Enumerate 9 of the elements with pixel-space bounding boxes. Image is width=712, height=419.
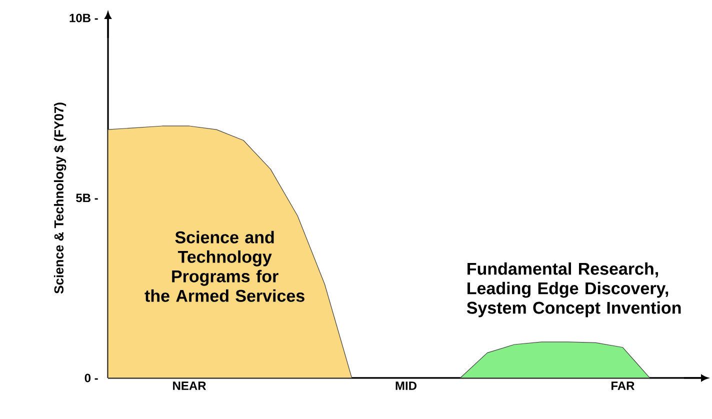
y-tick-label: 0 - [84,374,98,382]
x-tick-label: NEAR [173,382,206,390]
y-tick-label: 5B - [76,194,98,202]
x-tick-label: FAR [612,382,634,390]
y-tick-label: 10B - [70,14,98,22]
annotation: Fundamental Research, Leading Edge Discovery, System Concept Invention [466,262,681,318]
y-axis-title: Science & Technology $ (FY07) [54,102,66,294]
annotation: Science and Technology Programs for the Armed Services [144,230,304,302]
x-tick-label: MID [396,382,416,390]
